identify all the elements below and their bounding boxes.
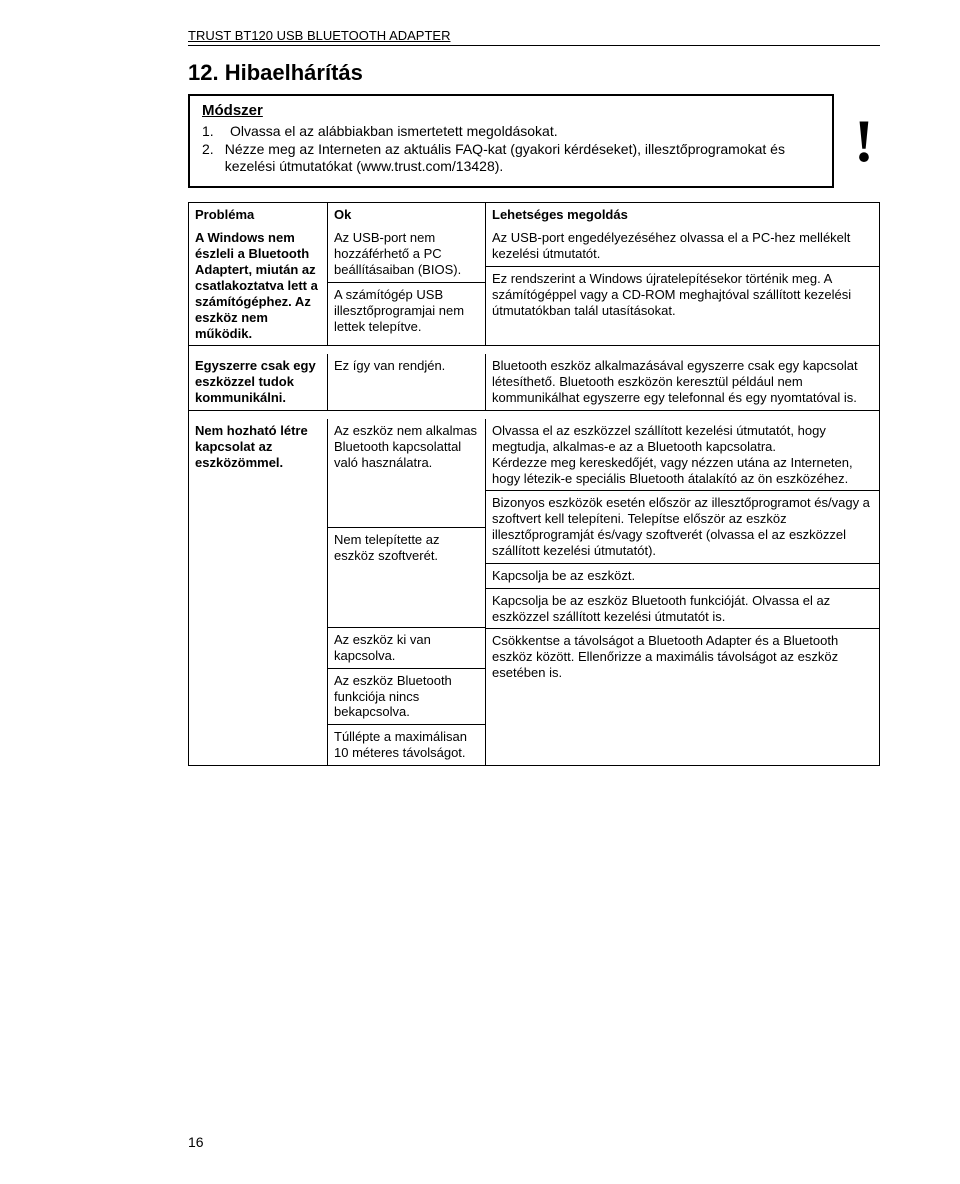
row3-cause-1: Nem telepítette az eszköz szoftverét. [328,527,485,627]
row3-solution-4: Csökkentse a távolságot a Bluetooth Adap… [486,628,879,685]
row1-cause-0: Az USB-port nem hozzáférhető a PC beállí… [328,226,485,282]
row3-cause-4: Túllépte a maximálisan 10 méteres távols… [328,724,485,765]
exclamation-icon: ! [854,111,880,171]
method-title: Módszer [202,102,820,119]
row1-solutions: Az USB-port engedélyezéséhez olvassa el … [485,226,879,345]
method-num-1: 1. [202,123,220,141]
row3-causes: Az eszköz nem alkalmas Bluetooth kapcsol… [327,419,485,765]
row2-cause-0: Ez így van rendjén. [328,354,485,378]
row2-causes: Ez így van rendjén. [327,354,485,410]
page-body: TRUST BT120 USB BLUETOOTH ADAPTER 12. Hi… [0,0,960,766]
row3-cause-3: Az eszköz Bluetooth funkciója nincs beka… [328,668,485,725]
row3-solution-2: Kapcsolja be az eszközt. [486,563,879,588]
method-num-2: 2. [202,141,215,176]
row3-solution-3: Kapcsolja be az eszköz Bluetooth funkció… [486,588,879,629]
row3-cause-0: Az eszköz nem alkalmas Bluetooth kapcsol… [328,419,485,527]
row-sep-1 [189,345,879,354]
running-head: TRUST BT120 USB BLUETOOTH ADAPTER [188,28,880,43]
col-header-solution: Lehetséges megoldás [485,203,879,227]
row2-problem: Egyszerre csak egy eszközzel tudok kommu… [189,354,327,410]
header-rule [188,45,880,46]
section-title: 12. Hibaelhárítás [188,60,880,86]
row3-solution-1: Bizonyos eszközök esetén először az ille… [486,490,879,562]
method-text-2: Nézze meg az Interneten az aktuális FAQ-… [225,141,820,176]
row3-cause-2: Az eszköz ki van kapcsolva. [328,627,485,668]
row1-solution-1: Ez rendszerint a Windows újratelepítések… [486,266,879,323]
row3-solutions: Olvassa el az eszközzel szállított kezel… [485,419,879,765]
method-text-1: Olvassa el az alábbiakban ismertetett me… [230,123,558,141]
col-header-cause: Ok [327,203,485,227]
row3-problem: Nem hozható létre kapcsolat az eszközömm… [189,419,327,765]
row2-solutions: Bluetooth eszköz alkalmazásával egyszerr… [485,354,879,410]
row3-solution-0: Olvassa el az eszközzel szállított kezel… [486,419,879,490]
troubleshoot-table: Probléma Ok Lehetséges megoldás A Window… [188,202,880,766]
row1-solution-0: Az USB-port engedélyezéséhez olvassa el … [486,226,879,266]
row1-problem: A Windows nem észleli a Bluetooth Adapte… [189,226,327,345]
method-item-1: 1. Olvassa el az alábbiakban ismertetett… [202,123,820,141]
method-box: Módszer 1. Olvassa el az alábbiakban ism… [188,94,880,188]
method-list: 1. Olvassa el az alábbiakban ismertetett… [202,123,820,176]
row-sep-2 [189,410,879,419]
col-header-problem: Probléma [189,203,327,227]
method-item-2: 2. Nézze meg az Interneten az aktuális F… [202,141,820,176]
row1-causes: Az USB-port nem hozzáférhető a PC beállí… [327,226,485,345]
row2-solution-0: Bluetooth eszköz alkalmazásával egyszerr… [486,354,879,410]
row1-cause-1: A számítógép USB illesztőprogramjai nem … [328,282,485,339]
page-number: 16 [188,1134,204,1150]
method-frame: Módszer 1. Olvassa el az alábbiakban ism… [188,94,834,188]
